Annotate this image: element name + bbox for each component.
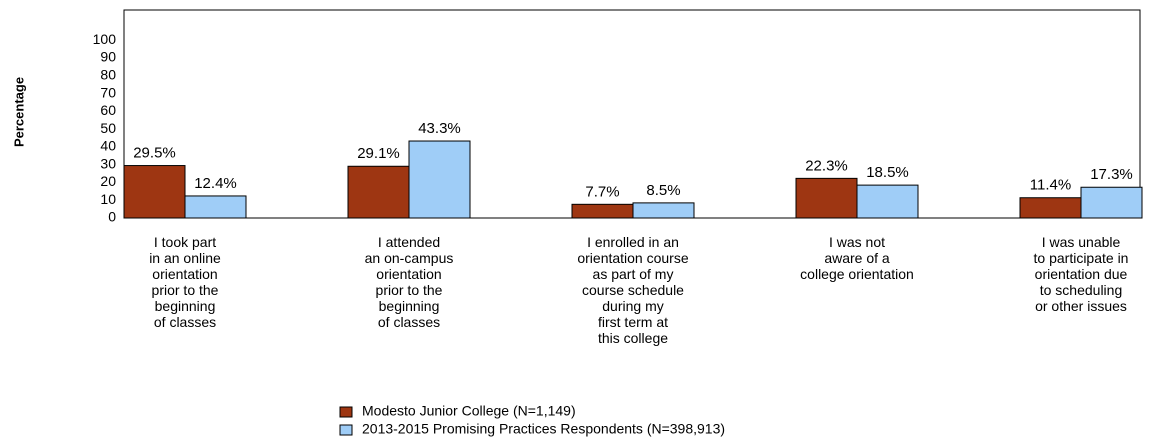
y-tick-label: 20 bbox=[100, 173, 116, 189]
legend-swatch bbox=[339, 424, 353, 436]
bar bbox=[1019, 197, 1082, 219]
y-tick-label: 0 bbox=[108, 209, 116, 225]
value-label: 12.4% bbox=[194, 175, 237, 192]
x-tick-label-line: prior to the bbox=[376, 282, 443, 298]
x-tick-label-line: orientation course bbox=[577, 250, 689, 266]
x-tick-label-line: course schedule bbox=[582, 282, 684, 298]
y-tick-label: 50 bbox=[100, 120, 116, 136]
y-tick-label: 70 bbox=[100, 84, 116, 100]
x-tick-label-line: as part of my bbox=[593, 266, 674, 282]
bar bbox=[632, 202, 695, 219]
bar bbox=[795, 177, 858, 219]
value-label: 18.5% bbox=[866, 164, 909, 181]
x-tick-label-line: of classes bbox=[378, 314, 440, 330]
y-tick-label: 30 bbox=[100, 155, 116, 171]
value-label: 11.4% bbox=[1030, 177, 1071, 194]
value-label: 8.5% bbox=[646, 182, 680, 199]
bar bbox=[347, 165, 410, 219]
x-tick-label-line: I attended bbox=[378, 234, 440, 250]
legend-swatch bbox=[339, 406, 353, 418]
x-tick-label-line: I took part bbox=[154, 234, 216, 250]
bar bbox=[408, 140, 471, 219]
x-tick-label-line: orientation bbox=[376, 266, 441, 282]
x-tick-label-line: college orientation bbox=[800, 266, 914, 282]
y-tick-label: 10 bbox=[100, 191, 116, 207]
bar bbox=[571, 203, 634, 219]
y-tick-label: 80 bbox=[100, 66, 116, 82]
value-label: 29.1% bbox=[357, 145, 400, 162]
x-tick-label: I was not aware of a college orientation bbox=[800, 234, 914, 282]
y-tick-label: 100 bbox=[93, 31, 117, 47]
x-tick-label-line: in an online bbox=[149, 250, 221, 266]
x-tick-label-line: or other issues bbox=[1035, 298, 1127, 314]
x-tick-label-line: first term at bbox=[598, 314, 668, 330]
value-label: 43.3% bbox=[418, 120, 461, 137]
x-tick-label: I was unable to participate in orientation… bbox=[1034, 234, 1129, 314]
x-tick-label-line: of classes bbox=[154, 314, 216, 330]
x-tick-label-line: to scheduling bbox=[1040, 282, 1123, 298]
bar bbox=[856, 184, 919, 219]
x-tick-label: I took part in an online orientation prior … bbox=[149, 234, 221, 330]
x-tick-label-line: beginning bbox=[379, 298, 440, 314]
legend-label: Modesto Junior College (N=1,149) bbox=[362, 403, 576, 419]
bar bbox=[1080, 186, 1143, 219]
y-tick-label: 60 bbox=[100, 102, 116, 118]
x-tick-label-line: orientation due bbox=[1035, 266, 1128, 282]
x-tick-label-line: I was unable bbox=[1042, 234, 1121, 250]
value-label: 22.3% bbox=[805, 157, 848, 174]
x-tick-label-line: I was not bbox=[829, 234, 885, 250]
bar bbox=[123, 165, 186, 219]
x-tick-label-line: prior to the bbox=[152, 282, 219, 298]
value-label: 7.7% bbox=[585, 183, 619, 200]
legend-label: 2013-2015 Promising Practices Respondent… bbox=[362, 421, 725, 437]
x-tick-label: I enrolled in an orientation course as par… bbox=[577, 234, 689, 346]
x-tick-label: I attended an on-campus orientation prior t… bbox=[365, 234, 454, 330]
x-tick-label-line: beginning bbox=[155, 298, 216, 314]
x-tick-label-line: to participate in bbox=[1034, 250, 1129, 266]
bar bbox=[184, 195, 247, 219]
plot-frame bbox=[123, 9, 1141, 219]
x-tick-label-line: orientation bbox=[152, 266, 217, 282]
x-tick-label-line: an on-campus bbox=[365, 250, 454, 266]
value-label: 17.3% bbox=[1090, 166, 1133, 183]
x-tick-label-line: this college bbox=[598, 330, 668, 346]
y-tick-label: 40 bbox=[100, 138, 116, 154]
x-tick-label-line: aware of a bbox=[824, 250, 890, 266]
x-tick-label-line: I enrolled in an bbox=[587, 234, 679, 250]
y-tick-label: 90 bbox=[100, 49, 116, 65]
y-axis-label: Percentage bbox=[11, 77, 26, 147]
value-label: 29.5% bbox=[133, 145, 176, 162]
x-tick-label-line: during my bbox=[602, 298, 663, 314]
